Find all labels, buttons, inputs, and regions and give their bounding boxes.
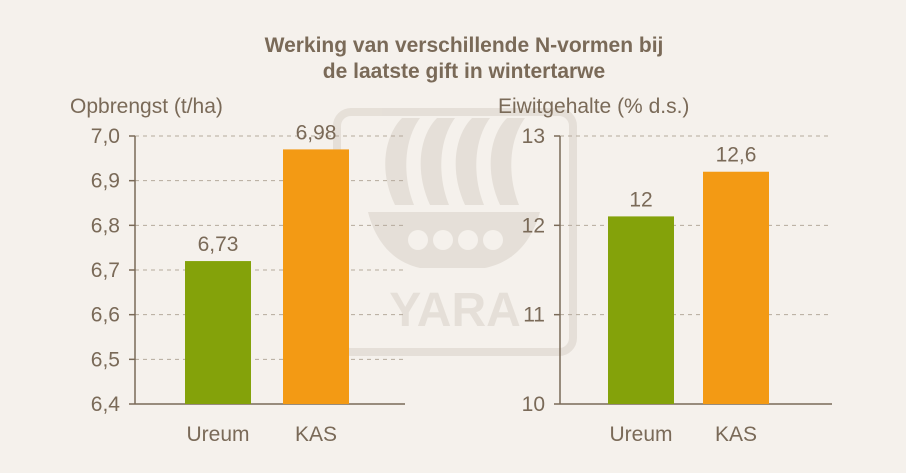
category-label-kas: KAS (715, 423, 757, 446)
y-tick-label: 10 (522, 393, 545, 416)
category-label-kas: KAS (295, 423, 337, 446)
y-tick-label: 6,7 (91, 259, 120, 282)
bar-kas (283, 149, 349, 404)
category-label-ureum: Ureum (186, 423, 249, 446)
bar-ureum (185, 261, 251, 404)
y-axis-title: Eiwitgehalte (% d.s.) (498, 95, 689, 118)
y-tick-label: 7,0 (91, 125, 120, 148)
y-tick-label: 12 (522, 214, 545, 237)
y-tick-label: 6,8 (91, 214, 120, 237)
data-label-kas: 12,6 (716, 144, 757, 167)
data-label-ureum: 12 (629, 188, 652, 211)
y-tick-label: 6,6 (91, 304, 120, 327)
y-tick-label: 11 (523, 304, 545, 327)
yield-chart: Opbrengst (t/ha) 6,4 6,5 6,6 6,7 6,8 6,9 7,0 6,7… (70, 95, 405, 446)
chart-title-line-1: Werking van verschillende N-vormen bij (265, 34, 664, 57)
y-tick-label: 6,4 (91, 393, 121, 416)
chart-title-line-2: de laatste gift in wintertarwe (323, 60, 605, 83)
protein-chart: Eiwitgehalte (% d.s.) 10 11 12 13 12 Ureum 12,6… (498, 95, 832, 446)
category-label-ureum: Ureum (609, 423, 672, 446)
bar-kas (703, 171, 769, 404)
y-tick-label: 13 (522, 125, 545, 148)
data-label-ureum: 6,73 (198, 233, 239, 256)
bar-ureum (608, 216, 674, 404)
watermark-text: YARA (389, 284, 521, 337)
y-axis-title: Opbrengst (t/ha) (70, 95, 223, 118)
y-tick-label: 6,5 (91, 348, 120, 371)
yara-logo-watermark: YARA (333, 108, 577, 356)
data-label-kas: 6,98 (296, 121, 337, 144)
y-tick-label: 6,9 (91, 170, 120, 193)
